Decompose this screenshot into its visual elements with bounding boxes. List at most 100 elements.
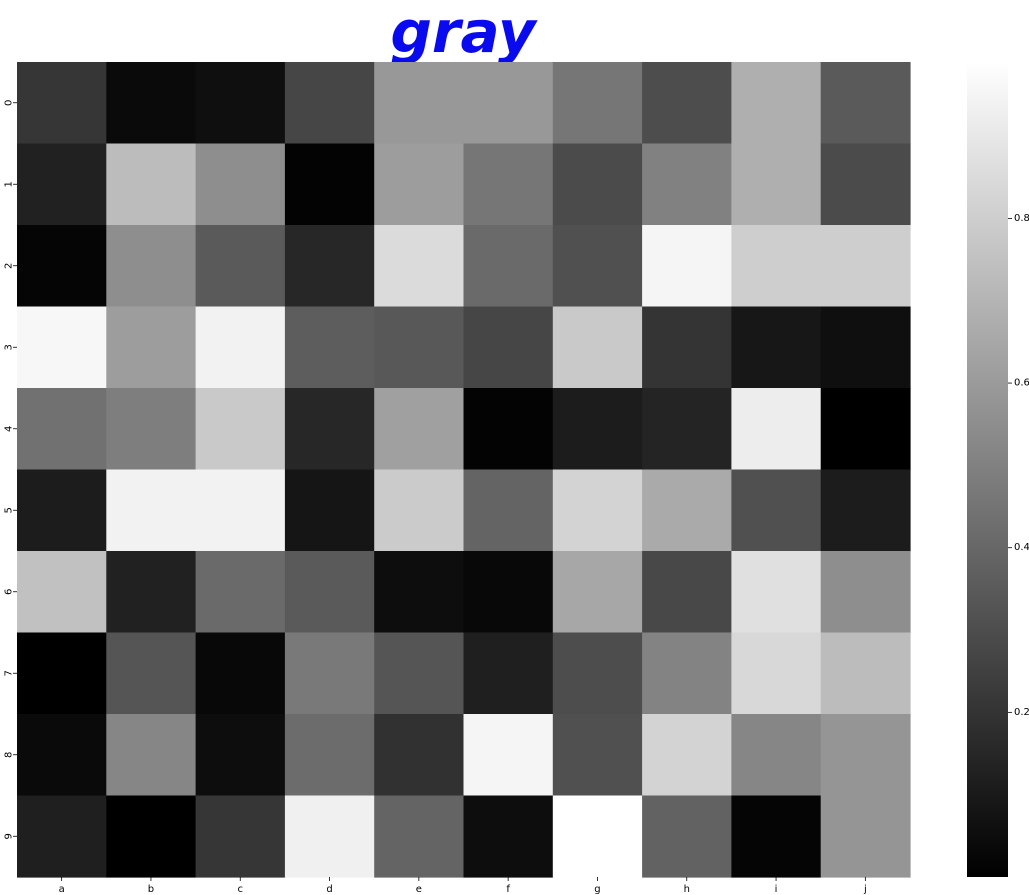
heatmap-cell-7-a bbox=[17, 633, 107, 715]
heatmap-cell-7-f bbox=[464, 633, 554, 715]
heatmap-cell-1-c bbox=[196, 144, 286, 226]
y-tick-label: 0 bbox=[4, 100, 15, 106]
heatmap-cell-4-e bbox=[374, 388, 464, 470]
chart-title: gray bbox=[390, 0, 537, 66]
x-tick-label: a bbox=[59, 884, 65, 895]
x-tick-label: i bbox=[775, 884, 778, 895]
heatmap-cell-3-j bbox=[821, 307, 911, 389]
heatmap-cell-8-d bbox=[285, 714, 375, 796]
colorbar: 0.2 0.4 0.6 0.8 bbox=[967, 62, 1029, 877]
colorbar-tick-label: 0.2 bbox=[1014, 707, 1029, 718]
heatmap-cell-2-d bbox=[285, 225, 375, 307]
heatmap-cell-5-j bbox=[821, 470, 911, 552]
colorbar-tick-label: 0.6 bbox=[1014, 378, 1029, 389]
y-tick-label: 8 bbox=[4, 752, 15, 758]
heatmap-cell-1-j bbox=[821, 144, 911, 226]
heatmap-cell-2-j bbox=[821, 225, 911, 307]
heatmap-cell-7-b bbox=[106, 633, 196, 715]
x-tick-label: j bbox=[863, 884, 867, 895]
heatmap-cell-9-d bbox=[285, 796, 375, 878]
heatmap-cell-9-a bbox=[17, 796, 107, 878]
heatmap-cell-6-g bbox=[553, 551, 643, 633]
y-tick-label: 3 bbox=[4, 344, 15, 350]
heatmap-cell-7-c bbox=[196, 633, 286, 715]
heatmap-cell-8-f bbox=[464, 714, 554, 796]
heatmap-cell-3-h bbox=[642, 307, 732, 389]
heatmap-cell-1-d bbox=[285, 144, 375, 226]
heatmap-cell-8-a bbox=[17, 714, 107, 796]
heatmap-cell-3-d bbox=[285, 307, 375, 389]
heatmap-cell-5-c bbox=[196, 470, 286, 552]
heatmap-cell-6-f bbox=[464, 551, 554, 633]
heatmap-cell-8-e bbox=[374, 714, 464, 796]
heatmap-cells bbox=[17, 62, 911, 878]
heatmap-cell-3-b bbox=[106, 307, 196, 389]
x-axis: a b c d e f g h i j bbox=[59, 877, 867, 895]
heatmap-cell-6-a bbox=[17, 551, 107, 633]
heatmap-cell-4-f bbox=[464, 388, 554, 470]
y-tick-label: 4 bbox=[4, 426, 15, 432]
heatmap-cell-5-b bbox=[106, 470, 196, 552]
heatmap-cell-0-e bbox=[374, 62, 464, 144]
y-tick-label: 2 bbox=[4, 263, 15, 269]
heatmap-cell-0-h bbox=[642, 62, 732, 144]
heatmap-cell-3-g bbox=[553, 307, 643, 389]
heatmap-cell-1-h bbox=[642, 144, 732, 226]
heatmap-cell-7-h bbox=[642, 633, 732, 715]
heatmap-cell-2-b bbox=[106, 225, 196, 307]
heatmap-cell-9-c bbox=[196, 796, 286, 878]
heatmap-cell-0-a bbox=[17, 62, 107, 144]
heatmap-cell-2-i bbox=[731, 225, 821, 307]
heatmap-cell-6-b bbox=[106, 551, 196, 633]
heatmap-cell-8-i bbox=[731, 714, 821, 796]
heatmap-cell-1-a bbox=[17, 144, 107, 226]
heatmap-cell-1-f bbox=[464, 144, 554, 226]
heatmap-cell-9-g bbox=[553, 796, 643, 878]
heatmap-cell-4-i bbox=[731, 388, 821, 470]
heatmap-cell-4-d bbox=[285, 388, 375, 470]
y-tick-label: 9 bbox=[4, 833, 15, 839]
heatmap-cell-1-b bbox=[106, 144, 196, 226]
x-tick-label: b bbox=[148, 884, 154, 895]
heatmap-cell-6-i bbox=[731, 551, 821, 633]
heatmap-cell-5-f bbox=[464, 470, 554, 552]
heatmap-cell-8-g bbox=[553, 714, 643, 796]
heatmap-cell-3-f bbox=[464, 307, 554, 389]
x-tick-label: f bbox=[506, 884, 510, 895]
y-tick-label: 6 bbox=[4, 589, 15, 595]
heatmap-cell-5-h bbox=[642, 470, 732, 552]
y-tick-label: 7 bbox=[4, 670, 15, 676]
colorbar-tick-label: 0.4 bbox=[1014, 542, 1029, 553]
heatmap-cell-8-b bbox=[106, 714, 196, 796]
heatmap-cell-7-i bbox=[731, 633, 821, 715]
heatmap-cell-1-e bbox=[374, 144, 464, 226]
heatmap-cell-2-e bbox=[374, 225, 464, 307]
heatmap-cell-6-j bbox=[821, 551, 911, 633]
heatmap-cell-7-j bbox=[821, 633, 911, 715]
x-tick-label: d bbox=[326, 884, 332, 895]
heatmap-cell-0-j bbox=[821, 62, 911, 144]
heatmap-cell-0-b bbox=[106, 62, 196, 144]
colorbar-tick-label: 0.8 bbox=[1014, 213, 1029, 224]
heatmap-cell-2-g bbox=[553, 225, 643, 307]
heatmap-cell-4-c bbox=[196, 388, 286, 470]
y-axis: 0 1 2 3 4 5 6 7 8 9 bbox=[4, 100, 18, 840]
heatmap-cell-7-e bbox=[374, 633, 464, 715]
heatmap-cell-5-g bbox=[553, 470, 643, 552]
heatmap-cell-2-c bbox=[196, 225, 286, 307]
heatmap-cell-3-i bbox=[731, 307, 821, 389]
colorbar-gradient bbox=[967, 62, 1008, 877]
heatmap-cell-2-h bbox=[642, 225, 732, 307]
y-tick-label: 1 bbox=[4, 181, 15, 187]
heatmap-cell-4-a bbox=[17, 388, 107, 470]
heatmap-cell-3-a bbox=[17, 307, 107, 389]
heatmap-cell-5-d bbox=[285, 470, 375, 552]
heatmap-cell-3-c bbox=[196, 307, 286, 389]
heatmap-cell-6-c bbox=[196, 551, 286, 633]
heatmap-cell-4-h bbox=[642, 388, 732, 470]
heatmap-cell-8-h bbox=[642, 714, 732, 796]
heatmap-cell-4-b bbox=[106, 388, 196, 470]
y-tick-label: 5 bbox=[4, 507, 15, 513]
heatmap-cell-1-i bbox=[731, 144, 821, 226]
